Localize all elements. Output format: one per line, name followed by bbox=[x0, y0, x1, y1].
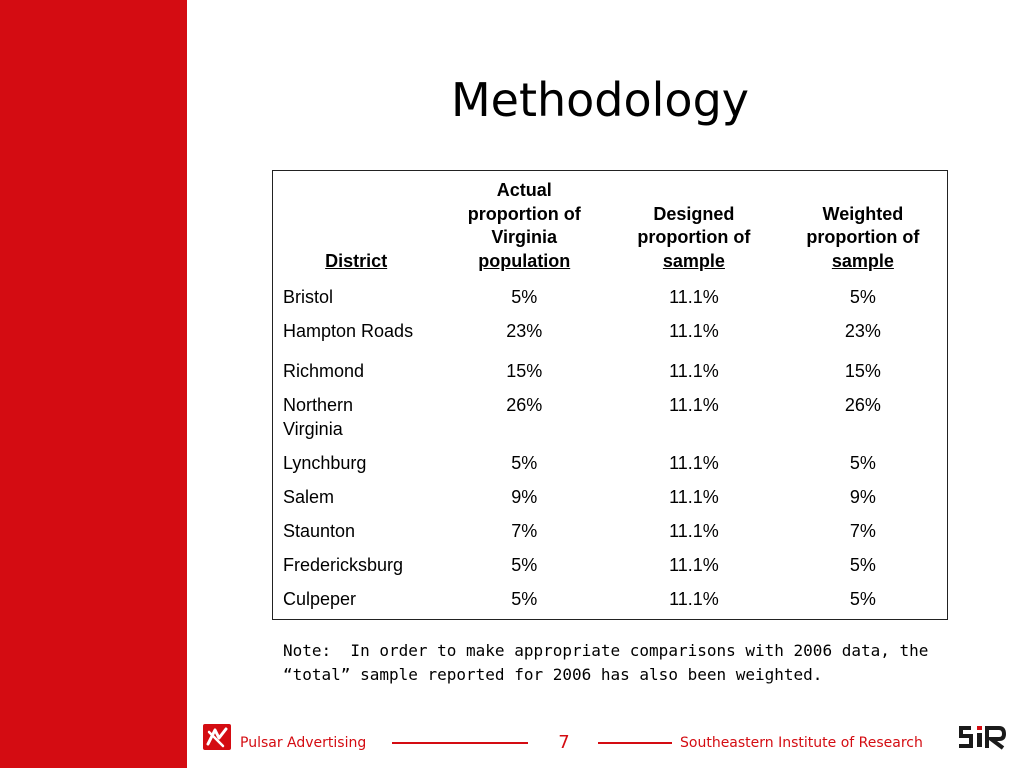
designed-cell: 11.1% bbox=[669, 395, 719, 415]
weighted-cell: 5% bbox=[849, 287, 876, 307]
table-row: Hampton Roads 23% 11.1% 23% bbox=[273, 315, 948, 351]
district-cell: Lynchburg bbox=[283, 453, 367, 473]
actual-cell: 7% bbox=[511, 521, 538, 541]
designed-cell: 11.1% bbox=[669, 589, 719, 609]
weighted-cell: 23% bbox=[844, 321, 881, 341]
designed-cell: 11.1% bbox=[669, 361, 719, 381]
footer-divider-left bbox=[392, 742, 528, 744]
weighted-cell: 5% bbox=[849, 555, 876, 575]
note-line-1: Note: In order to make appropriate compa… bbox=[283, 641, 929, 660]
district-cell: Salem bbox=[283, 487, 335, 507]
district-cell: Hampton Roads bbox=[283, 321, 414, 341]
header-designed-proportion: Designed proportion of sample bbox=[637, 203, 751, 271]
methodology-table: District Actual proportion of Virginia p… bbox=[272, 170, 948, 620]
district-cell: Fredericksburg bbox=[283, 555, 404, 575]
weighted-cell: 9% bbox=[849, 487, 876, 507]
designed-cell: 11.1% bbox=[669, 321, 719, 341]
designed-cell: 11.1% bbox=[669, 521, 719, 541]
left-accent-bar bbox=[0, 0, 187, 768]
actual-cell: 5% bbox=[511, 287, 538, 307]
table-row: Lynchburg 5% 11.1% 5% bbox=[273, 447, 948, 481]
table-row: Staunton 7% 11.1% 7% bbox=[273, 515, 948, 549]
weighted-cell: 5% bbox=[849, 589, 876, 609]
district-cell: Culpeper bbox=[283, 589, 357, 609]
table-row: Northern Virginia 26% 11.1% 26% bbox=[273, 387, 948, 447]
header-district: District bbox=[325, 250, 388, 271]
table-row: Richmond 15% 11.1% 15% bbox=[273, 351, 948, 387]
note-line-2: “total” sample reported for 2006 has als… bbox=[283, 665, 823, 684]
actual-cell: 9% bbox=[511, 487, 538, 507]
actual-cell: 26% bbox=[506, 395, 543, 415]
district-cell: Richmond bbox=[283, 361, 365, 381]
actual-cell: 23% bbox=[506, 321, 543, 341]
actual-cell: 5% bbox=[511, 589, 538, 609]
weighted-cell: 5% bbox=[849, 453, 876, 473]
weighted-cell: 7% bbox=[849, 521, 876, 541]
designed-cell: 11.1% bbox=[669, 555, 719, 575]
actual-cell: 15% bbox=[506, 361, 543, 381]
actual-cell: 5% bbox=[511, 453, 538, 473]
weighted-cell: 15% bbox=[844, 361, 881, 381]
designed-cell: 11.1% bbox=[669, 287, 719, 307]
methodology-note: Note: In order to make appropriate compa… bbox=[283, 639, 963, 687]
table-row: Fredericksburg 5% 11.1% 5% bbox=[273, 549, 948, 583]
table-row: Bristol 5% 11.1% 5% bbox=[273, 279, 948, 315]
header-weighted-proportion: Weighted proportion of sample bbox=[806, 203, 920, 271]
table-header-row: District Actual proportion of Virginia p… bbox=[273, 171, 948, 280]
district-cell: Bristol bbox=[283, 287, 334, 307]
table-row: Culpeper 5% 11.1% 5% bbox=[273, 583, 948, 619]
footer-divider-right bbox=[598, 742, 672, 744]
footer-pulsar-advertising: Pulsar Advertising bbox=[240, 735, 367, 751]
weighted-cell: 26% bbox=[844, 395, 881, 415]
footer-sir-name: Southeastern Institute of Research bbox=[680, 735, 923, 751]
page-number: 7 bbox=[558, 732, 570, 753]
district-cell: Staunton bbox=[283, 521, 356, 541]
actual-cell: 5% bbox=[511, 555, 538, 575]
slide-title: Methodology bbox=[450, 73, 749, 127]
designed-cell: 11.1% bbox=[669, 453, 719, 473]
table-row: Salem 9% 11.1% 9% bbox=[273, 481, 948, 515]
sir-logo-icon bbox=[959, 726, 1007, 750]
header-actual-proportion: Actual proportion of Virginia population bbox=[467, 180, 581, 271]
pulsar-logo-icon bbox=[203, 724, 231, 750]
designed-cell: 11.1% bbox=[669, 487, 719, 507]
district-cell: Northern Virginia bbox=[283, 395, 354, 439]
